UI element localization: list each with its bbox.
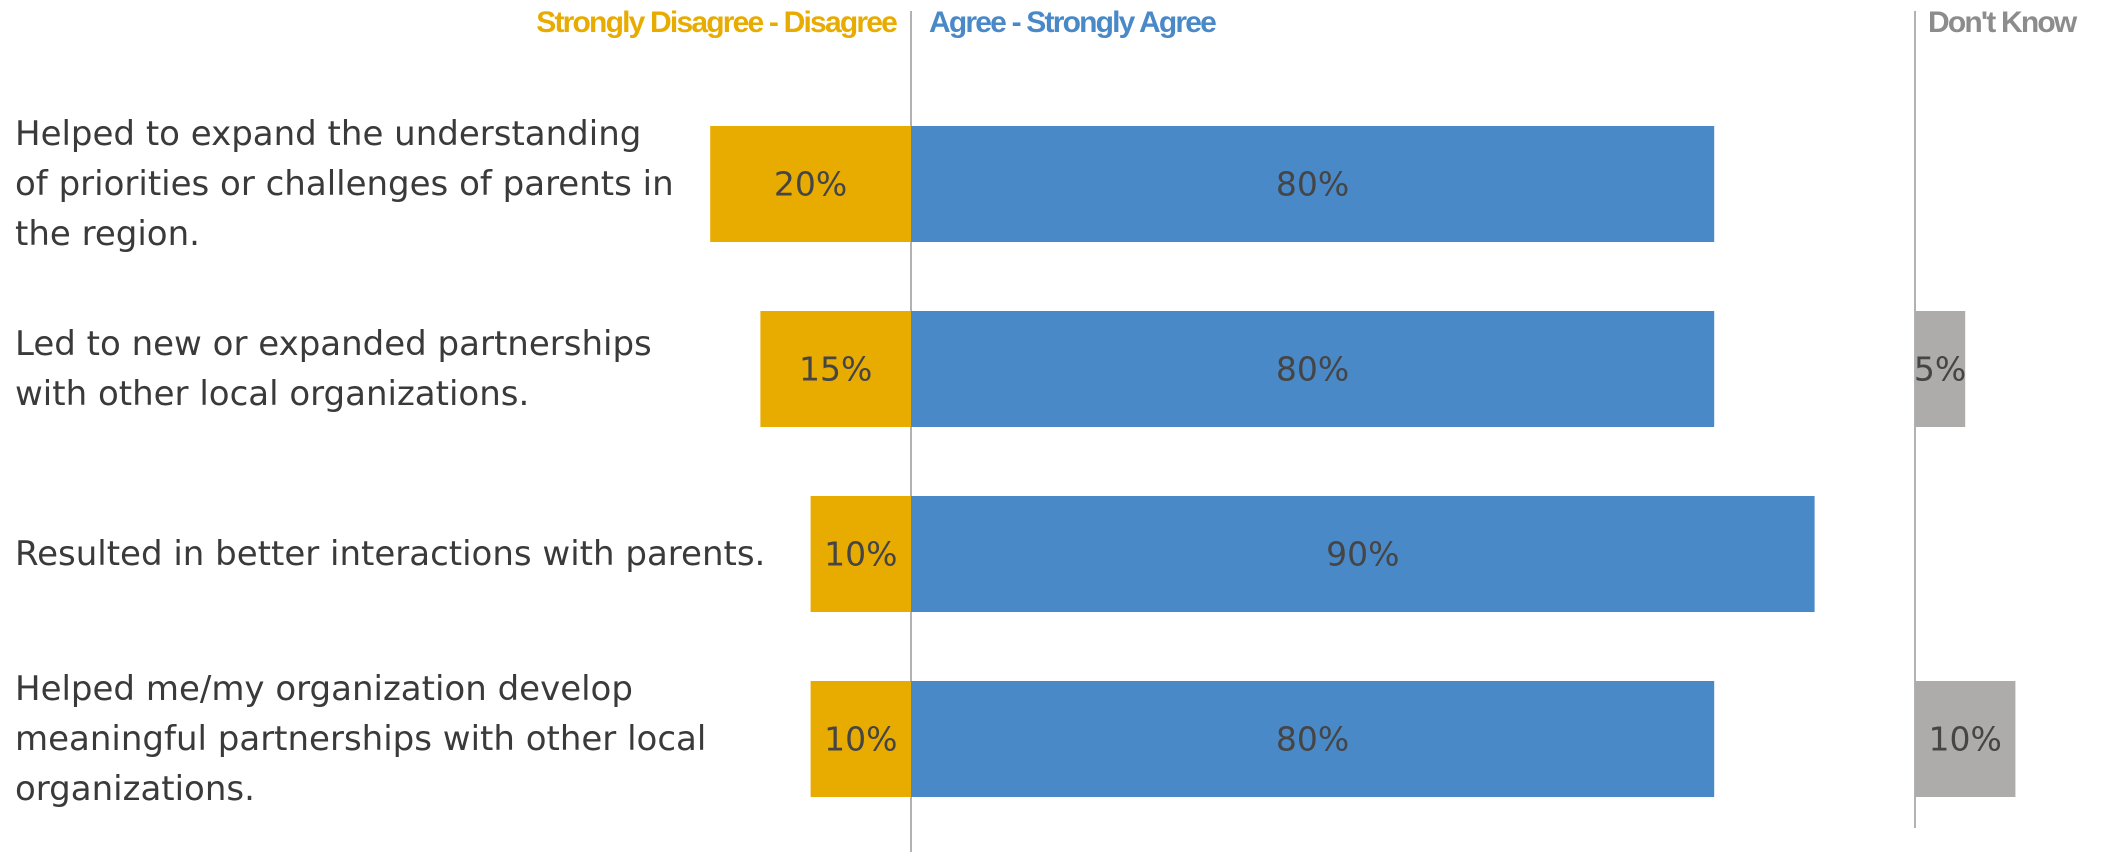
category-label: Helped to expand the understanding of pr… — [15, 114, 674, 254]
value-label: 5% — [1914, 350, 1966, 389]
bar — [810, 681, 911, 797]
category-label: Led to new or expanded partnerships with… — [15, 324, 652, 414]
bar — [911, 126, 1715, 242]
bar — [911, 681, 1715, 797]
bar — [710, 126, 911, 242]
value-label: 10% — [824, 535, 897, 574]
bar — [911, 311, 1715, 427]
value-label: 90% — [1326, 535, 1399, 574]
value-label: 80% — [1276, 165, 1349, 204]
value-label: 10% — [1929, 720, 2002, 759]
value-label: 15% — [799, 350, 872, 389]
value-label: 80% — [1276, 350, 1349, 389]
series-header: Agree - Strongly Agree — [929, 6, 1216, 39]
series-header: Don't Know — [1928, 6, 2078, 39]
bar — [810, 496, 911, 612]
category-label: Helped me/my organization develop meanin… — [15, 669, 707, 809]
category-label: Resulted in better interactions with par… — [15, 534, 766, 574]
series-header: Strongly Disagree - Disagree — [536, 6, 897, 39]
bar — [911, 496, 1815, 612]
bar — [1915, 681, 2016, 797]
bar — [760, 311, 911, 427]
value-label: 10% — [824, 720, 897, 759]
value-label: 20% — [774, 165, 847, 204]
value-label: 80% — [1276, 720, 1349, 759]
bar — [1915, 311, 1966, 427]
